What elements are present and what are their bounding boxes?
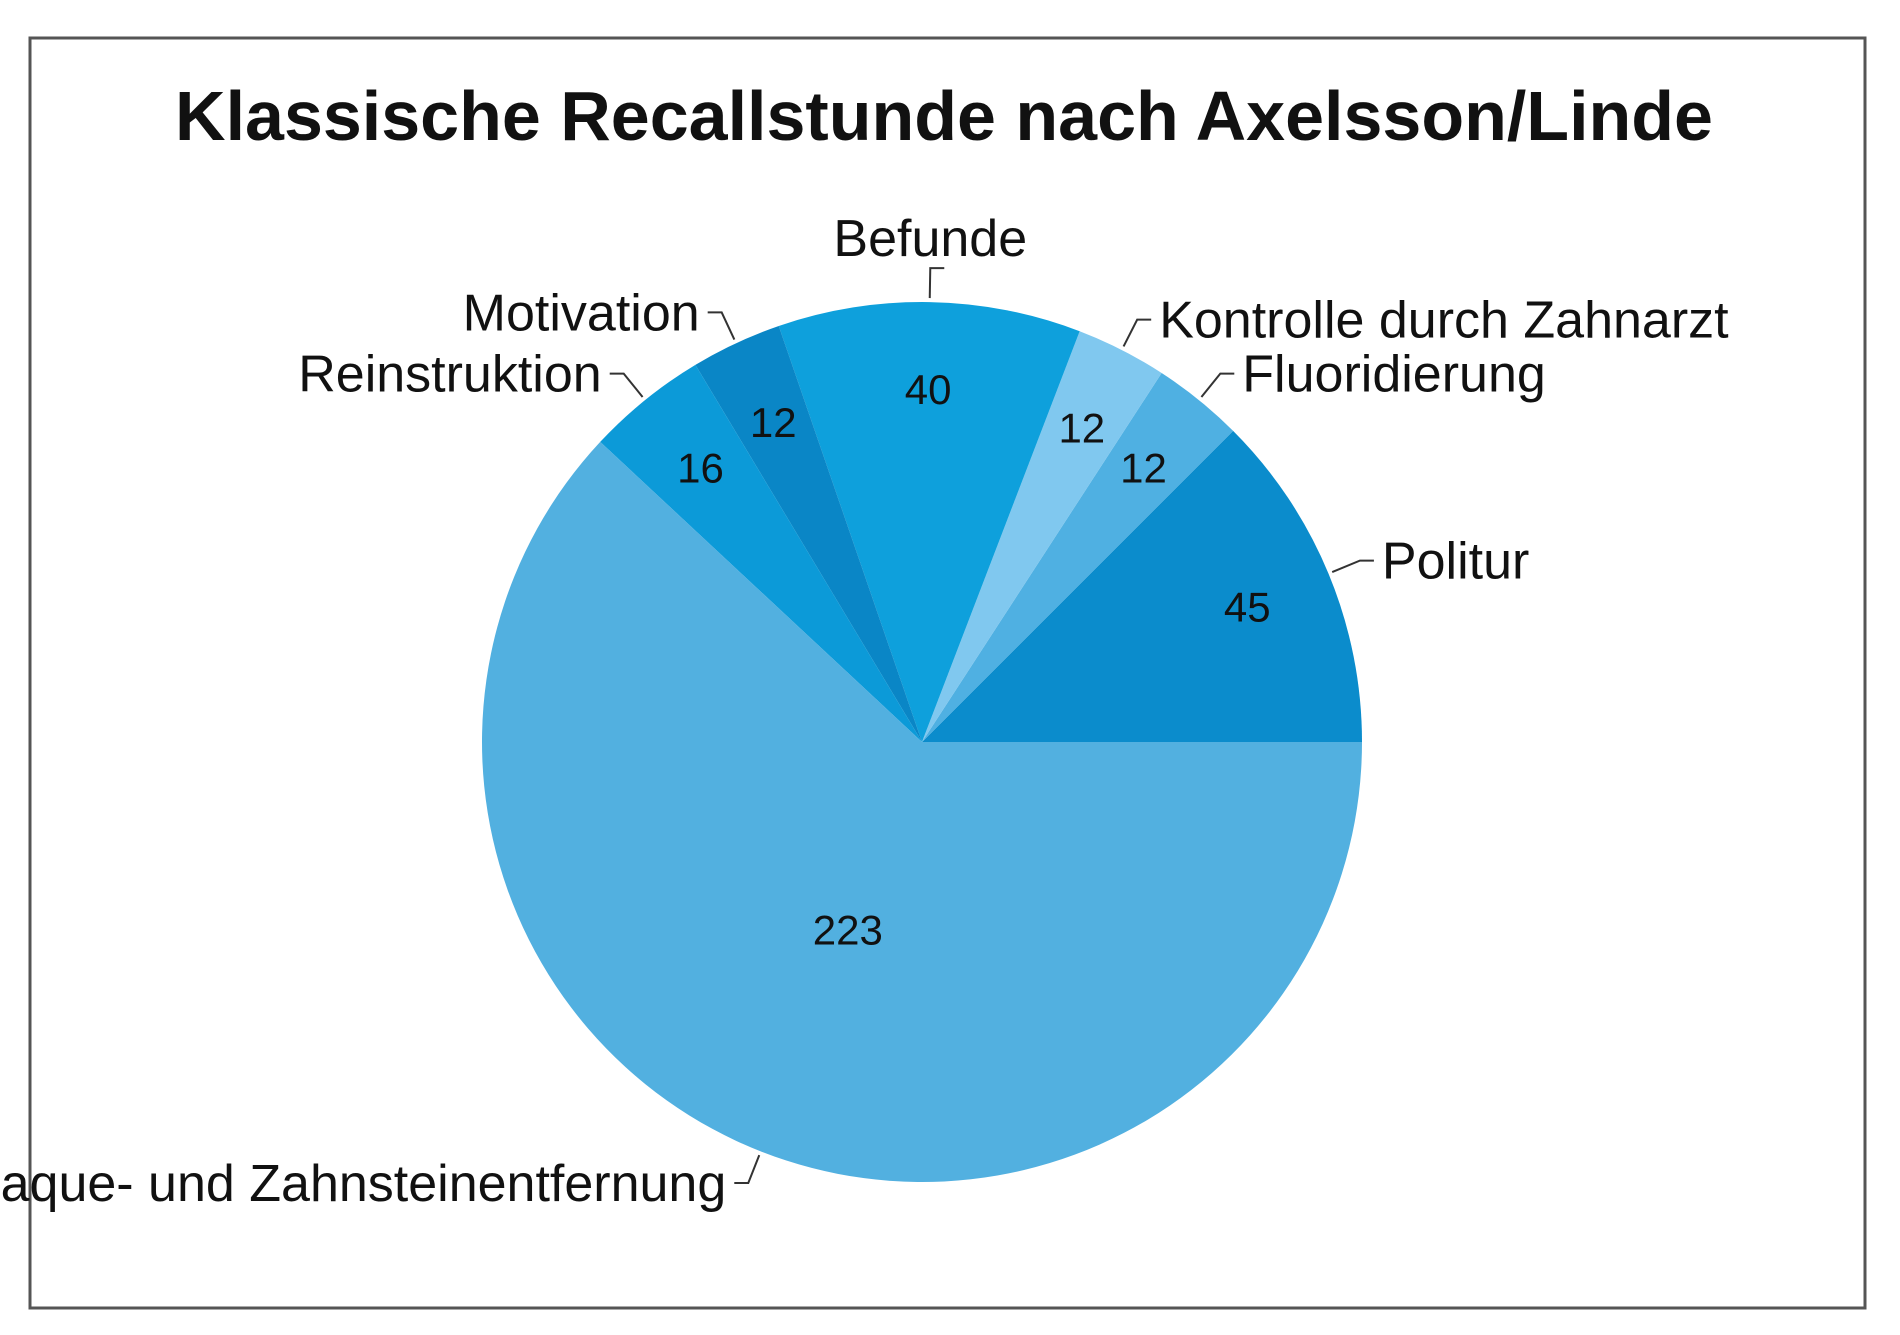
pie-slice-befunde (778, 302, 1080, 742)
leader-line-plaque-und-zahnsteinentfernung (734, 1154, 761, 1185)
category-label-fluoridierung: Fluoridierung (1242, 346, 1546, 404)
pie-slice-fluoridierung (922, 372, 1234, 742)
value-label-fluoridierung: 12 (1120, 444, 1167, 491)
leader-lines (609, 267, 1374, 1185)
category-label-politur: Politur (1382, 533, 1529, 591)
leader-line-motivation (707, 311, 736, 341)
value-label-plaque-und-zahnsteinentfernung: 223 (813, 906, 883, 953)
pie-slice-kontrolle-durch-zahnarzt (922, 331, 1162, 742)
category-label-plaque-und-zahnsteinentfernung: Plaque- und Zahnsteinentfernung (0, 1155, 726, 1213)
value-label-befunde: 40 (905, 366, 952, 413)
leader-line-kontrolle-durch-zahnarzt (1122, 318, 1152, 347)
pie-slice-plaque-und-zahnsteinentfernung (482, 441, 1363, 1182)
category-label-kontrolle-durch-zahnarzt: Kontrolle durch Zahnarzt (1159, 292, 1729, 350)
value-label-reinstruktion: 16 (677, 444, 724, 491)
leader-line-fluoridierung (1200, 372, 1235, 398)
value-label-politur: 45 (1224, 583, 1271, 630)
pie-slice-motivation (695, 325, 922, 742)
pie-slice-reinstruktion (600, 364, 922, 742)
category-label-reinstruktion: Reinstruktion (298, 346, 601, 404)
slices-layer (482, 302, 1363, 1182)
value-label-motivation: 12 (750, 399, 797, 446)
leader-line-befunde (928, 267, 945, 299)
category-label-motivation: Motivation (463, 284, 700, 342)
category-label-befunde: Befunde (833, 210, 1027, 268)
leader-line-politur (1331, 559, 1374, 574)
chart-title: Klassische Recallstunde nach Axelsson/Li… (175, 77, 1713, 155)
value-label-kontrolle-durch-zahnarzt: 12 (1058, 404, 1105, 451)
value-labels: 45 12 12 40 12 16 223 (677, 366, 1270, 953)
pie-slice-politur (922, 430, 1362, 742)
leader-line-reinstruktion (609, 372, 644, 398)
